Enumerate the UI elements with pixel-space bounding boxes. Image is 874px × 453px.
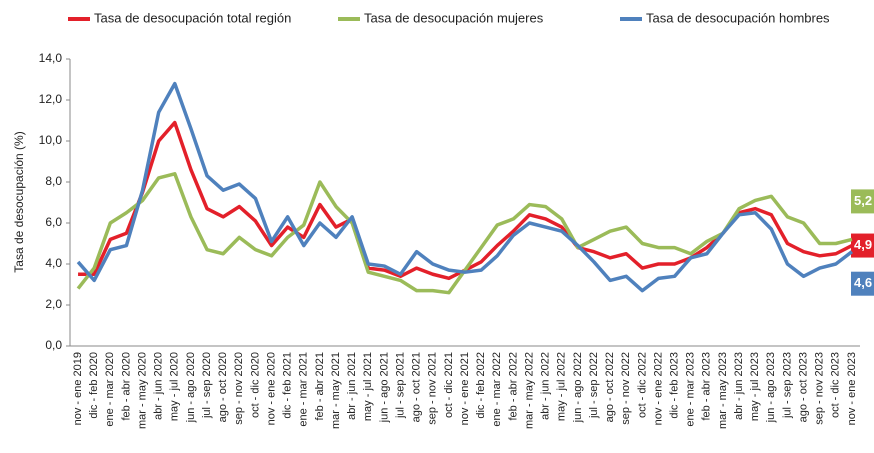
y-tick-label: 14,0 xyxy=(39,51,63,65)
x-tick-label: sep - nov 2021 xyxy=(427,352,439,425)
x-tick-label: dic - feb 2021 xyxy=(282,352,294,419)
x-tick-label: may - jul 2021 xyxy=(362,352,374,421)
x-tick-label: jun - ago 2022 xyxy=(572,352,584,423)
y-axis-label: Tasa de desocupación (%) xyxy=(12,131,26,272)
x-tick-label: mar - may 2023 xyxy=(717,352,729,429)
end-label-box xyxy=(851,271,874,296)
y-tick-label: 4,0 xyxy=(45,256,62,270)
x-tick-label: mar - may 2021 xyxy=(330,352,342,429)
x-tick-label: jul - sep 2021 xyxy=(394,352,406,419)
x-tick-label: ago - oct 2023 xyxy=(797,352,809,422)
x-tick-label: jun - ago 2023 xyxy=(765,352,777,423)
x-tick-label: ago - oct 2021 xyxy=(411,352,423,422)
y-tick-label: 6,0 xyxy=(45,215,62,229)
series-line xyxy=(76,81,854,293)
x-tick-label: ago - oct 2020 xyxy=(217,352,229,422)
x-tick-label: may - jul 2023 xyxy=(749,352,761,421)
x-tick-label: ene - mar 2021 xyxy=(298,352,310,427)
x-tick-label: oct - dic 2021 xyxy=(443,352,455,418)
x-tick-label: dic - feb 2022 xyxy=(475,352,487,419)
x-tick-label: ene - mar 2023 xyxy=(685,352,697,427)
legend-label: Tasa de desocupación total región xyxy=(94,10,291,25)
x-tick-label: sep - nov 2020 xyxy=(233,352,245,425)
x-tick-label: jul - sep 2022 xyxy=(588,352,600,419)
end-label-box xyxy=(851,233,874,258)
legend-label: Tasa de desocupación hombres xyxy=(646,10,830,25)
series-line xyxy=(76,172,853,295)
x-tick-label: jul - sep 2023 xyxy=(781,352,793,419)
y-tick-label: 2,0 xyxy=(45,297,62,311)
x-tick-label: abr - jun 2021 xyxy=(346,352,358,420)
x-tick-label: abr - jun 2023 xyxy=(733,352,745,420)
x-tick-label: nov - ene 2020 xyxy=(265,352,277,425)
y-tick-label: 10,0 xyxy=(39,133,63,147)
y-tick-label: 8,0 xyxy=(45,174,62,188)
x-tick-label: nov - ene 2023 xyxy=(846,352,858,425)
x-tick-label: feb - abr 2021 xyxy=(314,352,326,421)
x-tick-label: sep - nov 2022 xyxy=(620,352,632,425)
x-tick-label: feb - abr 2020 xyxy=(120,352,132,421)
x-tick-label: oct - dic 2020 xyxy=(249,352,261,418)
end-label: 4,9 xyxy=(854,237,872,252)
x-tick-label: abr - jun 2020 xyxy=(153,352,165,420)
series-line xyxy=(78,120,853,281)
x-tick-label: jun - ago 2021 xyxy=(378,352,390,423)
x-tick-label: may - jul 2022 xyxy=(556,352,568,421)
x-tick-label: dic - feb 2023 xyxy=(668,352,680,419)
x-tick-label: jun - ago 2020 xyxy=(185,352,197,423)
x-tick-label: nov - ene 2019 xyxy=(72,352,84,425)
x-tick-label: ago - oct 2022 xyxy=(604,352,616,422)
x-tick-label: sep - nov 2023 xyxy=(814,352,826,425)
y-tick-label: 12,0 xyxy=(39,92,63,106)
end-label: 4,6 xyxy=(854,275,872,290)
end-label-box xyxy=(851,189,874,214)
x-tick-label: feb - abr 2023 xyxy=(701,352,713,421)
x-tick-label: nov - ene 2021 xyxy=(459,352,471,425)
x-tick-label: ene - mar 2020 xyxy=(104,352,116,427)
end-label: 5,2 xyxy=(854,193,872,208)
x-tick-label: feb - abr 2022 xyxy=(507,352,519,421)
x-tick-label: jul - sep 2020 xyxy=(201,352,213,419)
x-tick-label: mar - may 2020 xyxy=(136,352,148,429)
x-tick-label: ene - mar 2022 xyxy=(491,352,503,427)
legend-label: Tasa de desocupación mujeres xyxy=(364,10,544,25)
x-tick-label: may - jul 2020 xyxy=(169,352,181,421)
y-tick-label: 0,0 xyxy=(45,338,62,352)
x-tick-label: mar - may 2022 xyxy=(523,352,535,429)
x-tick-label: nov - ene 2022 xyxy=(652,352,664,425)
x-tick-label: oct - dic 2022 xyxy=(636,352,648,418)
x-tick-label: abr - jun 2022 xyxy=(540,352,552,420)
x-tick-label: dic - feb 2020 xyxy=(88,352,100,419)
x-tick-label: oct - dic 2023 xyxy=(830,352,842,418)
